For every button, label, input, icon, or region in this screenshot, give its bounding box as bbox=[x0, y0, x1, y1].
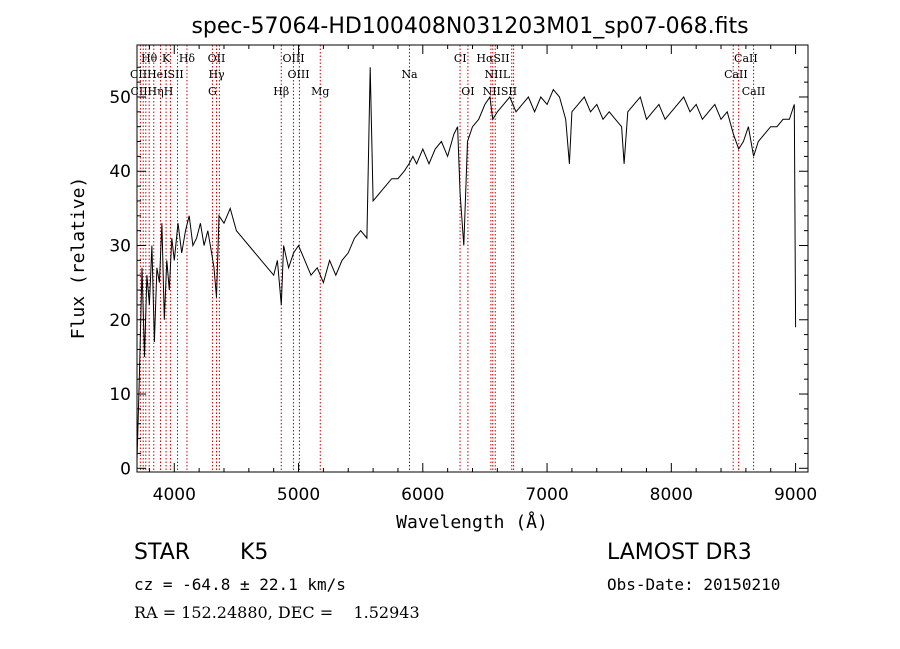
line-label: CIIHeISII bbox=[130, 68, 184, 81]
line-label: NIIL bbox=[485, 68, 511, 81]
line-label: Na bbox=[401, 68, 418, 81]
line-label: Mg bbox=[311, 85, 329, 98]
y-axis: 0 10 20 30 40 50 bbox=[109, 66, 808, 479]
redshift-readout: cz = -64.8 ± 22.1 km/s bbox=[134, 575, 346, 594]
x-tick-label: 6000 bbox=[401, 485, 444, 505]
line-label: OI bbox=[461, 85, 474, 98]
y-tick-label: 30 bbox=[109, 237, 131, 257]
x-tick-label: 9000 bbox=[774, 485, 817, 505]
x-axis-label: Wavelength (Å) bbox=[396, 511, 548, 533]
line-label: K bbox=[162, 52, 171, 65]
line-label: G bbox=[208, 85, 217, 98]
y-tick-label: 10 bbox=[109, 385, 131, 405]
ra-dec-readout: RA = 152.24880, DEC = 1.52943 bbox=[134, 603, 420, 622]
plot-frame bbox=[136, 44, 809, 473]
x-tick-label: 4000 bbox=[153, 485, 196, 505]
line-label: CaII bbox=[734, 52, 758, 65]
line-label: NIISII bbox=[483, 85, 518, 98]
line-label: CIIHηH bbox=[130, 85, 173, 98]
line-label: Hβ bbox=[273, 85, 289, 98]
chart-title: spec-57064-HD100408N031203M01_sp07-068.f… bbox=[191, 14, 748, 39]
line-label: CaII bbox=[724, 68, 748, 81]
line-label: OIII bbox=[288, 68, 310, 81]
y-tick-label: 0 bbox=[120, 459, 131, 479]
spectrum-line bbox=[136, 67, 797, 461]
line-label: Hγ bbox=[208, 68, 225, 81]
y-tick-label: 50 bbox=[109, 88, 131, 108]
object-class: STAR bbox=[134, 540, 191, 565]
spectrum-series bbox=[136, 67, 797, 461]
object-subclass: K5 bbox=[240, 540, 269, 565]
line-label: OII bbox=[208, 52, 226, 65]
x-tick-label: 8000 bbox=[650, 485, 693, 505]
line-label: CaII bbox=[742, 85, 766, 98]
line-label: OIII bbox=[283, 52, 305, 65]
line-label: Hθ bbox=[141, 52, 158, 65]
y-tick-label: 20 bbox=[109, 311, 131, 331]
line-label: HαSII bbox=[476, 52, 509, 65]
x-axis: 4000 5000 6000 7000 8000 9000 bbox=[148, 45, 817, 505]
y-tick-label: 40 bbox=[109, 162, 131, 182]
line-markers bbox=[139, 45, 755, 472]
x-tick-label: 5000 bbox=[277, 485, 320, 505]
line-label: CI bbox=[454, 52, 467, 65]
obs-date: Obs-Date: 20150210 bbox=[607, 575, 781, 594]
line-label: Hδ bbox=[179, 52, 196, 65]
survey-name: LAMOST DR3 bbox=[607, 540, 752, 565]
x-tick-label: 7000 bbox=[525, 485, 568, 505]
y-axis-label: Flux (relative) bbox=[68, 177, 89, 340]
line-labels: Hθ K Hδ OII OIII CI HαSII CaII CIIHeISII Hγ OIII Na… bbox=[130, 52, 765, 98]
